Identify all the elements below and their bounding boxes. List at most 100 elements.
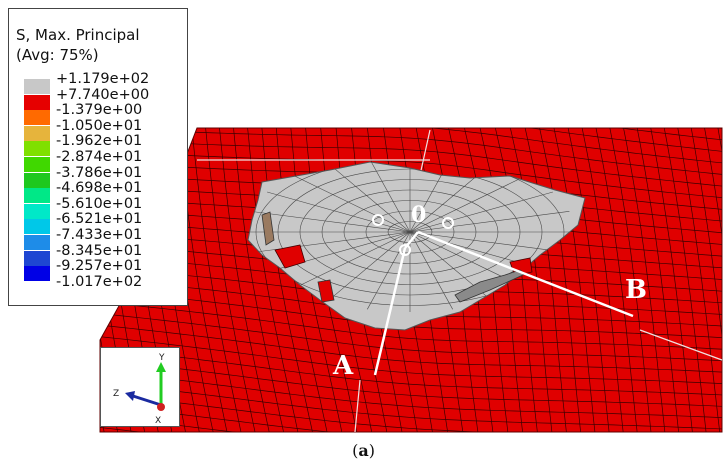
damage-mesh-ray bbox=[409, 175, 527, 233]
marker-circle bbox=[442, 217, 454, 229]
marker-circle bbox=[372, 214, 384, 226]
mesh-line bbox=[709, 128, 722, 432]
mesh-line bbox=[100, 306, 722, 365]
mesh-line bbox=[482, 128, 545, 432]
figure-caption: (a) bbox=[0, 441, 727, 460]
crack-patch bbox=[317, 279, 335, 303]
crack-patch bbox=[274, 244, 306, 269]
plate-seam bbox=[639, 329, 723, 361]
mesh-line bbox=[512, 128, 573, 432]
mesh-line bbox=[584, 128, 644, 432]
legend-value: -2.874e+01 bbox=[56, 149, 143, 165]
damage-mesh-ray bbox=[409, 191, 553, 233]
mesh-line bbox=[100, 128, 722, 159]
mesh-line bbox=[467, 128, 530, 432]
mesh-line bbox=[100, 328, 722, 388]
path-a-line bbox=[373, 247, 407, 376]
legend-subtitle: (Avg: 75%) bbox=[16, 46, 99, 64]
mesh-line bbox=[200, 128, 267, 432]
path-b-label: B bbox=[625, 275, 647, 305]
damage-mesh-ray bbox=[327, 162, 411, 233]
legend-swatch bbox=[24, 125, 50, 141]
damage-mesh-ring bbox=[321, 189, 499, 275]
damage-mesh-ray bbox=[293, 175, 411, 233]
damage-mesh-ring bbox=[299, 179, 521, 285]
mesh-line bbox=[527, 128, 588, 432]
mesh-line bbox=[654, 128, 712, 432]
caption-letter: a bbox=[358, 441, 369, 460]
damage-mesh-ring bbox=[255, 162, 565, 306]
legend-swatch bbox=[24, 250, 50, 266]
legend-value: -5.610e+01 bbox=[56, 195, 143, 212]
mesh-line bbox=[599, 128, 657, 432]
mesh-line bbox=[100, 294, 722, 354]
legend-swatch bbox=[24, 110, 50, 126]
mesh-line bbox=[100, 128, 722, 171]
legend-swatch bbox=[24, 172, 50, 188]
marker-circle bbox=[399, 244, 411, 256]
damage-mesh bbox=[248, 162, 575, 312]
legend-swatch bbox=[24, 141, 50, 157]
legend-value: +7.740e+00 bbox=[56, 86, 150, 103]
legend-swatch bbox=[24, 203, 50, 219]
legend-swatch bbox=[24, 188, 50, 204]
mesh-line bbox=[695, 128, 722, 432]
mesh-line bbox=[228, 128, 296, 432]
legend-swatch bbox=[24, 79, 50, 94]
damage-mesh-ray bbox=[293, 231, 411, 289]
damage-mesh-ray bbox=[409, 211, 570, 233]
legend-swatch bbox=[24, 219, 50, 235]
mesh-line bbox=[668, 128, 722, 432]
mesh-line bbox=[627, 128, 685, 432]
legend-value: -9.257e+01 bbox=[56, 258, 143, 275]
damage-mesh-ray bbox=[267, 191, 411, 233]
origin-label: 0 bbox=[411, 202, 426, 228]
damage-mesh-ray bbox=[409, 231, 570, 253]
mesh-line bbox=[497, 128, 559, 432]
caption-open: ( bbox=[352, 441, 359, 460]
mesh-line bbox=[186, 128, 253, 432]
damage-zone bbox=[247, 161, 586, 331]
damage-mesh-ring bbox=[277, 168, 543, 296]
legend-value: -1.962e+01 bbox=[56, 133, 143, 150]
z-axis-arrow bbox=[132, 394, 162, 407]
path-a-label: A bbox=[332, 351, 354, 381]
legend-swatch bbox=[24, 94, 50, 110]
triad-y-label: Y bbox=[158, 353, 165, 363]
mesh-line bbox=[570, 128, 630, 432]
mesh-line bbox=[640, 128, 699, 432]
damage-mesh-ray bbox=[367, 162, 411, 233]
mesh-line bbox=[256, 128, 325, 432]
plate-seam bbox=[419, 129, 431, 176]
y-arrow-head-icon bbox=[156, 362, 166, 372]
mesh-line bbox=[613, 128, 671, 432]
legend-value: +1.179e+02 bbox=[56, 71, 150, 87]
legend-value: -3.786e+01 bbox=[56, 164, 143, 181]
mesh-line bbox=[723, 82, 727, 468]
triad-x-label: X bbox=[155, 416, 161, 426]
mesh-line bbox=[270, 128, 339, 432]
legend-value: -1.379e+00 bbox=[56, 102, 143, 119]
legend-swatch bbox=[24, 235, 50, 250]
triad-z-label: Z bbox=[113, 389, 119, 399]
x-axis-dot bbox=[157, 403, 165, 411]
damage-mesh-ray bbox=[327, 231, 411, 302]
crack-patch bbox=[261, 211, 275, 246]
legend-value: -8.345e+01 bbox=[56, 242, 143, 259]
mesh-line bbox=[541, 128, 602, 432]
axis-triad: Y Z X bbox=[100, 347, 180, 427]
legend-title: S, Max. Principal bbox=[16, 26, 140, 44]
plate-seam bbox=[354, 379, 361, 433]
legend-value: -4.698e+01 bbox=[56, 180, 143, 197]
caption-close: ) bbox=[368, 441, 375, 460]
mesh-line bbox=[242, 128, 310, 432]
legend-value: -6.521e+01 bbox=[56, 211, 143, 228]
legend-value: -7.433e+01 bbox=[56, 227, 143, 243]
damage-mesh-ring bbox=[343, 200, 477, 264]
mesh-line bbox=[682, 128, 722, 432]
legend-value: -1.017e+02 bbox=[56, 273, 143, 290]
damage-mesh-ray bbox=[409, 231, 453, 310]
legend-swatch bbox=[24, 266, 50, 282]
path-b-line bbox=[417, 230, 634, 318]
legend-swatch bbox=[24, 157, 50, 172]
